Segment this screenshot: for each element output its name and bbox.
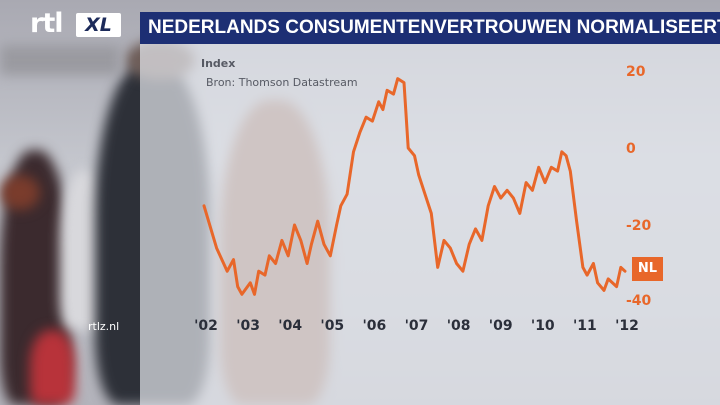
x-tick-label: '09 (489, 318, 513, 334)
x-tick-label: '07 (405, 318, 429, 334)
series-line-nl (202, 77, 627, 296)
rtlxl-logo: rtl XL (30, 8, 125, 40)
series-label-nl: NL (632, 257, 663, 281)
logo-xl-text: XL (85, 14, 112, 36)
x-tick-label: '08 (447, 318, 471, 334)
x-tick-label: '12 (615, 318, 639, 334)
x-tick-label: '10 (531, 318, 555, 334)
x-tick-label: '06 (363, 318, 387, 334)
logo-rtl-text: rtl (30, 8, 63, 39)
y-tick-label: -40 (626, 293, 652, 309)
x-tick-label: '05 (320, 318, 344, 334)
logo-xl-box: XL (76, 13, 121, 37)
x-tick-label: '11 (573, 318, 597, 334)
y-axis-label: Index (201, 57, 236, 70)
storefront-awning (0, 45, 120, 75)
shopping-bag (30, 330, 75, 405)
x-tick-label: '02 (194, 318, 218, 334)
y-tick-label: -20 (626, 218, 652, 234)
y-tick-label: 20 (626, 64, 646, 80)
x-tick-label: '03 (236, 318, 260, 334)
site-watermark: rtlz.nl (88, 320, 120, 333)
x-axis: '02 '03 '04 '05 '06 '07 '08 '09 '10 '11 '12 (194, 318, 639, 334)
y-tick-label: 0 (626, 141, 636, 157)
y-axis: 20 0 -20 -40 (626, 64, 652, 309)
title-bar (140, 12, 720, 44)
chart-title: NEDERLANDS CONSUMENTENVERTROUWEN NORMALI… (148, 17, 720, 38)
chart-panel (140, 44, 720, 405)
x-tick-label: '04 (278, 318, 302, 334)
shopper-head (0, 175, 40, 210)
source-note: Bron: Thomson Datastream (206, 76, 358, 89)
